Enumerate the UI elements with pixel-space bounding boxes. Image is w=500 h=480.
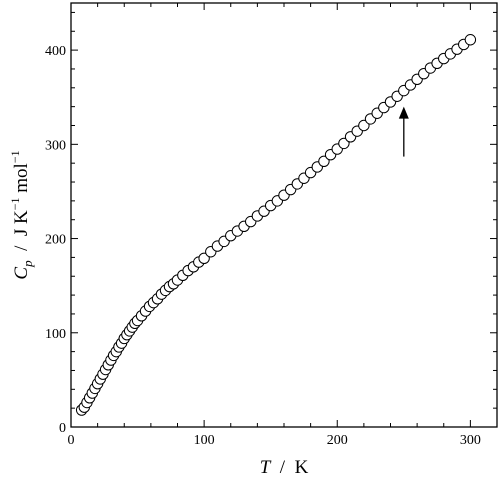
arrow-head <box>398 106 409 119</box>
y-tick-label: 400 <box>45 44 66 59</box>
ticks-layer: 0 100 200 300 0 100 200 300 400 <box>45 3 498 448</box>
y-tick-label: 0 <box>59 421 66 436</box>
y-axis-title: Cp / J K−1 mol−1 <box>8 150 35 279</box>
x-tick-label: 200 <box>327 433 348 448</box>
data-points <box>75 34 477 416</box>
y-tick-label: 300 <box>45 138 66 153</box>
data-point <box>464 34 477 46</box>
y-tick-label: 200 <box>45 233 66 248</box>
x-axis-title: T / K <box>260 457 309 478</box>
y-tick-label: 100 <box>45 327 66 342</box>
x-tick-label: 100 <box>194 433 215 448</box>
x-tick-label: 300 <box>460 433 481 448</box>
annotation-layer <box>398 106 409 157</box>
x-tick-label: 0 <box>68 433 75 448</box>
